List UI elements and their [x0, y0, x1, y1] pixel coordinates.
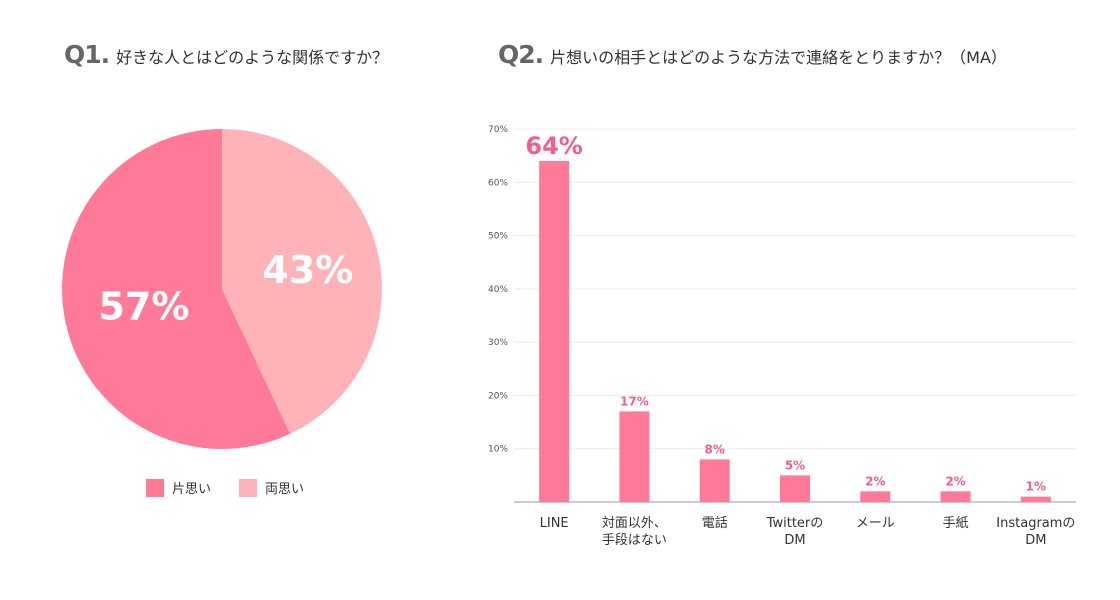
q2-dot: .: [534, 40, 545, 69]
x-category-label: Twitterの DM: [766, 516, 824, 548]
x-category-label: 対面以外、手段はない: [602, 516, 667, 548]
y-tick-label: 30%: [488, 338, 508, 348]
y-tick-label: 70%: [488, 125, 508, 135]
bar-value-label: 8%: [705, 442, 725, 456]
bar: [539, 160, 570, 502]
bar: [699, 459, 730, 502]
q2-title: Q2. 片想いの相手とはどのような方法で連絡をとりますか？（MA）: [498, 40, 1007, 69]
bar-value-label: 17%: [620, 394, 649, 408]
legend-item-ryouomoi: 両思い: [239, 478, 304, 497]
pie-slice-ryouomoi: [222, 129, 382, 434]
pie-slice-kataomoi: [62, 129, 291, 449]
y-tick-label: 60%: [488, 178, 508, 188]
bar-value-label: 2%: [945, 474, 965, 488]
y-tick-label: 20%: [488, 391, 508, 401]
q2-bar-chart: 10% 20% 30% 40% 50% 60% 70% 64% LINE 17% 対面以外、手段はな…: [488, 125, 1076, 548]
q1-pie-chart: 57% 43%: [62, 129, 382, 449]
bar-value-label: 1%: [1026, 480, 1046, 494]
q1-legend: 片思い 両思い: [146, 478, 332, 497]
x-category-label: LINE: [540, 516, 569, 531]
bar: [780, 475, 810, 502]
bar: [1020, 496, 1051, 502]
legend-item-kataomoi: 片思い: [146, 478, 211, 497]
bar: [619, 411, 650, 502]
legend-swatch-kataomoi: [146, 478, 164, 497]
x-category-label: 電話: [702, 515, 728, 531]
bar-value-label: 64%: [525, 132, 582, 160]
x-category-label: メール: [856, 516, 895, 531]
bar-value-label: 2%: [865, 474, 885, 488]
q2-question: 片想いの相手とはどのような方法で連絡をとりますか？（MA）: [550, 48, 1007, 67]
pie-label-ryouomoi: 43%: [262, 248, 353, 292]
bar-value-label: 5%: [785, 458, 805, 472]
pie-label-kataomoi: 57%: [98, 284, 189, 328]
q1-question: 好きな人とはどのような関係ですか？: [116, 48, 389, 67]
q1-number: Q1: [64, 40, 102, 69]
y-tick-label: 40%: [488, 285, 508, 295]
y-tick-label: 50%: [488, 232, 508, 242]
bar: [860, 491, 891, 502]
legend-label-kataomoi: 片思い: [172, 482, 212, 497]
q2-panel: Q2. 片想いの相手とはどのような方法で連絡をとりますか？（MA） 10% 20%…: [470, 0, 1120, 600]
q1-panel: Q1. 好きな人とはどのような関係ですか？ 57% 43% 片思い 両思い: [0, 0, 470, 600]
bar: [940, 491, 971, 502]
legend-swatch-ryouomoi: [239, 478, 258, 497]
y-tick-label: 10%: [488, 445, 508, 455]
legend-label-ryouomoi: 両思い: [265, 482, 305, 497]
x-category-label: Instagramの DM: [996, 516, 1075, 548]
q1-dot: .: [100, 40, 111, 69]
q2-number: Q2: [498, 40, 536, 69]
q1-title: Q1. 好きな人とはどのような関係ですか？: [64, 40, 388, 69]
x-category-label: 手紙: [943, 516, 969, 531]
